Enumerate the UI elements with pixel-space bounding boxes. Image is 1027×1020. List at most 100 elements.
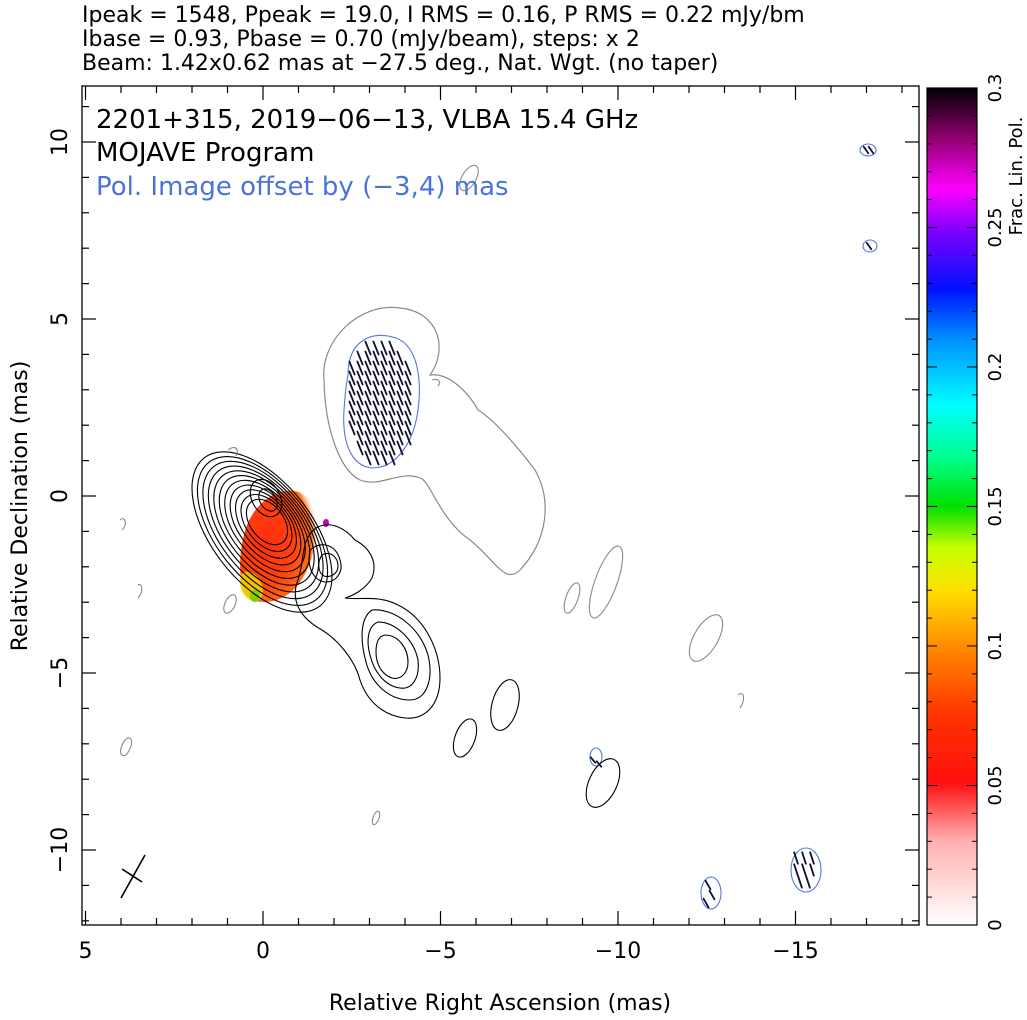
stokes-i-core-contours [191,451,333,613]
evpa-tick [356,400,364,416]
evpa-tick [388,430,396,446]
colorbar-tick-label: 0.15 [985,486,1006,526]
pol-contour-small [862,239,878,253]
evpa-tick [396,400,404,416]
evpa-tick [348,380,356,396]
x-tick-label: −5 [424,939,456,964]
evpa-tick [396,420,404,436]
evpa-tick [364,360,372,376]
y-axis-label: Relative Declination (mas) [8,361,33,652]
evpa-tick [396,380,404,396]
evpa-tick [809,851,815,865]
y-tick-label: 5 [48,312,73,326]
evpa-tick [380,430,388,446]
evpa-vectors [348,145,875,909]
evpa-tick [388,350,396,366]
evpa-tick [404,360,412,376]
evpa-tick [380,450,388,466]
evpa-tick [372,410,380,426]
evpa-tick [708,889,716,901]
evpa-tick [388,390,396,406]
plot-frame [81,85,920,926]
stokes-i-contour [207,465,320,593]
header-line-2: Ibase = 0.93, Pbase = 0.70 (mJy/beam), s… [82,27,640,52]
evpa-tick [356,380,364,396]
x-tick-label: 5 [79,939,93,964]
stokes-i-contour [196,455,329,607]
stokes-i-contour [213,470,315,586]
y-tick-labels: 10 5 0 −5 −10 [48,128,73,873]
evpa-tick [356,350,364,366]
evpa-tick [372,390,380,406]
evpa-tick [867,145,875,155]
evpa-tick [348,370,356,386]
evpa-tick [396,440,404,456]
evpa-tick [364,410,372,426]
evpa-tick [372,440,380,456]
evpa-tick [388,420,396,436]
stokes-i-contour [240,494,293,552]
evpa-tick [348,420,356,436]
stokes-i-contour [258,488,278,512]
y-tick-label: −5 [48,657,73,689]
pol-contour-small [700,876,722,910]
evpa-tick [372,420,380,436]
stokes-i-jet-contours [294,524,621,808]
evpa-tick [364,430,372,446]
faint-noise-contours [119,164,745,826]
evpa-tick [862,145,870,155]
evpa-tick [801,863,807,877]
pol-contour-small [790,847,822,893]
axis-ticks [82,86,919,925]
evpa-tick [404,380,412,396]
evpa-tick [372,370,380,386]
y-tick-label: 0 [48,489,73,503]
evpa-tick [364,450,372,466]
source-label: 2201+315, 2019−06−13, VLBA 15.4 GHz [96,105,638,135]
colorbar-tick-label: 0.25 [985,207,1006,247]
stokes-i-contour [235,489,297,559]
evpa-tick [380,400,388,416]
evpa-tick [797,875,803,889]
y-tick-label: 10 [48,128,73,156]
evpa-tick [380,420,388,436]
evpa-tick [348,390,356,406]
evpa-tick [356,440,364,456]
stokes-i-contour [191,451,333,613]
stokes-i-contour [224,479,306,573]
header-line-3: Beam: 1.42x0.62 mas at −27.5 deg., Nat. … [82,51,719,76]
evpa-tick [396,370,404,386]
evpa-tick [404,420,412,436]
evpa-tick [372,380,380,396]
evpa-tick [372,360,380,376]
evpa-tick [356,430,364,446]
evpa-tick [380,390,388,406]
evpa-tick [404,370,412,386]
evpa-tick [388,440,396,456]
evpa-tick [805,875,811,889]
header-line-1: Ipeak = 1548, Ppeak = 19.0, I RMS = 0.16… [82,3,805,28]
evpa-tick [356,370,364,386]
evpa-tick [801,851,807,865]
colorbar-tick-label: 0.3 [985,74,1006,103]
colorbar-tick-label: 0.2 [985,353,1006,382]
evpa-tick [702,897,710,909]
evpa-tick [404,400,412,416]
stokes-i-contour [218,475,311,579]
evpa-tick [348,360,356,376]
evpa-tick [388,400,396,416]
evpa-tick [595,760,603,768]
evpa-tick [404,430,412,446]
evpa-tick [380,340,388,356]
evpa-tick [348,410,356,426]
evpa-tick [396,430,404,446]
evpa-tick [380,380,388,396]
evpa-tick [356,360,364,376]
faint-outer-contour [323,306,546,576]
evpa-tick [404,410,412,426]
evpa-tick [809,863,815,877]
evpa-tick [388,360,396,376]
evpa-tick [348,400,356,416]
stokes-i-contour [229,484,302,566]
